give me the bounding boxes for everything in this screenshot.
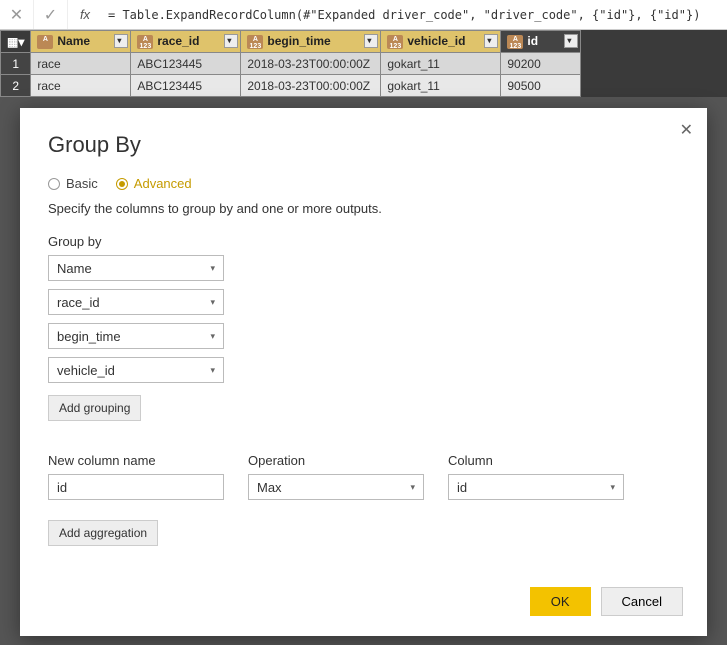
formula-bar: ✕ ✓ fx = Table.ExpandRecordColumn(#"Expa… xyxy=(0,0,727,30)
radio-icon xyxy=(116,178,128,190)
dialog-description: Specify the columns to group by and one … xyxy=(48,201,679,216)
cell[interactable]: race xyxy=(31,75,131,97)
ok-button[interactable]: OK xyxy=(530,587,591,616)
dialog-footer: OK Cancel xyxy=(530,587,683,616)
cell[interactable]: 2018-03-23T00:00:00Z xyxy=(241,75,381,97)
chevron-down-icon[interactable] xyxy=(114,34,128,48)
radio-basic[interactable]: Basic xyxy=(48,176,98,191)
cell[interactable]: ABC123445 xyxy=(131,75,241,97)
groupby-label: Group by xyxy=(48,234,679,249)
fx-label: fx xyxy=(68,7,102,22)
type-icon: A123 xyxy=(137,35,153,49)
chevron-down-icon[interactable] xyxy=(564,34,578,48)
operation-combo[interactable]: Max xyxy=(248,474,424,500)
chevron-down-icon[interactable] xyxy=(224,34,238,48)
column-combo[interactable]: id xyxy=(448,474,624,500)
newcol-label: New column name xyxy=(48,453,224,468)
radio-icon xyxy=(48,178,60,190)
column-header-race_id[interactable]: A123race_id xyxy=(131,31,241,53)
cell[interactable]: 90500 xyxy=(501,75,581,97)
radio-advanced-label: Advanced xyxy=(134,176,192,191)
groupby-dialog: ✕ Group By Basic Advanced Specify the co… xyxy=(20,108,707,636)
cell[interactable]: 90200 xyxy=(501,53,581,75)
column-header-id[interactable]: A123id xyxy=(501,31,581,53)
column-label: Column xyxy=(448,453,624,468)
cell[interactable]: race xyxy=(31,53,131,75)
table-corner[interactable]: ▦▾ xyxy=(1,31,31,53)
cell[interactable]: gokart_11 xyxy=(381,53,501,75)
add-aggregation-button[interactable]: Add aggregation xyxy=(48,520,158,546)
cell[interactable]: gokart_11 xyxy=(381,75,501,97)
type-icon: A xyxy=(37,35,53,49)
type-icon: A123 xyxy=(387,35,403,49)
dialog-title: Group By xyxy=(48,132,679,158)
column-header-Name[interactable]: AName xyxy=(31,31,131,53)
formula-confirm-icon[interactable]: ✓ xyxy=(34,0,68,29)
cell[interactable]: ABC123445 xyxy=(131,53,241,75)
chevron-down-icon[interactable] xyxy=(364,34,378,48)
row-number: 1 xyxy=(1,53,31,75)
column-header-vehicle_id[interactable]: A123vehicle_id xyxy=(381,31,501,53)
table-row[interactable]: 2raceABC1234452018-03-23T00:00:00Zgokart… xyxy=(1,75,581,97)
radio-advanced[interactable]: Advanced xyxy=(116,176,192,191)
column-header-begin_time[interactable]: A123begin_time xyxy=(241,31,381,53)
data-grid: ▦▾ ANameA123race_idA123begin_timeA123veh… xyxy=(0,30,727,97)
type-icon: A123 xyxy=(247,35,263,49)
row-number: 2 xyxy=(1,75,31,97)
groupby-combo-Name[interactable]: Name xyxy=(48,255,224,281)
newcol-input[interactable] xyxy=(48,474,224,500)
add-grouping-button[interactable]: Add grouping xyxy=(48,395,141,421)
formula-text[interactable]: = Table.ExpandRecordColumn(#"Expanded dr… xyxy=(102,8,727,22)
cancel-button[interactable]: Cancel xyxy=(601,587,683,616)
groupby-combo-race_id[interactable]: race_id xyxy=(48,289,224,315)
groupby-combo-vehicle_id[interactable]: vehicle_id xyxy=(48,357,224,383)
groupby-combo-begin_time[interactable]: begin_time xyxy=(48,323,224,349)
operation-label: Operation xyxy=(248,453,424,468)
table-row[interactable]: 1raceABC1234452018-03-23T00:00:00Zgokart… xyxy=(1,53,581,75)
formula-cancel-icon[interactable]: ✕ xyxy=(0,0,34,29)
radio-basic-label: Basic xyxy=(66,176,98,191)
type-icon: A123 xyxy=(507,35,523,49)
cell[interactable]: 2018-03-23T00:00:00Z xyxy=(241,53,381,75)
mode-radios: Basic Advanced xyxy=(48,176,679,191)
close-icon[interactable]: ✕ xyxy=(680,120,693,140)
chevron-down-icon[interactable] xyxy=(484,34,498,48)
